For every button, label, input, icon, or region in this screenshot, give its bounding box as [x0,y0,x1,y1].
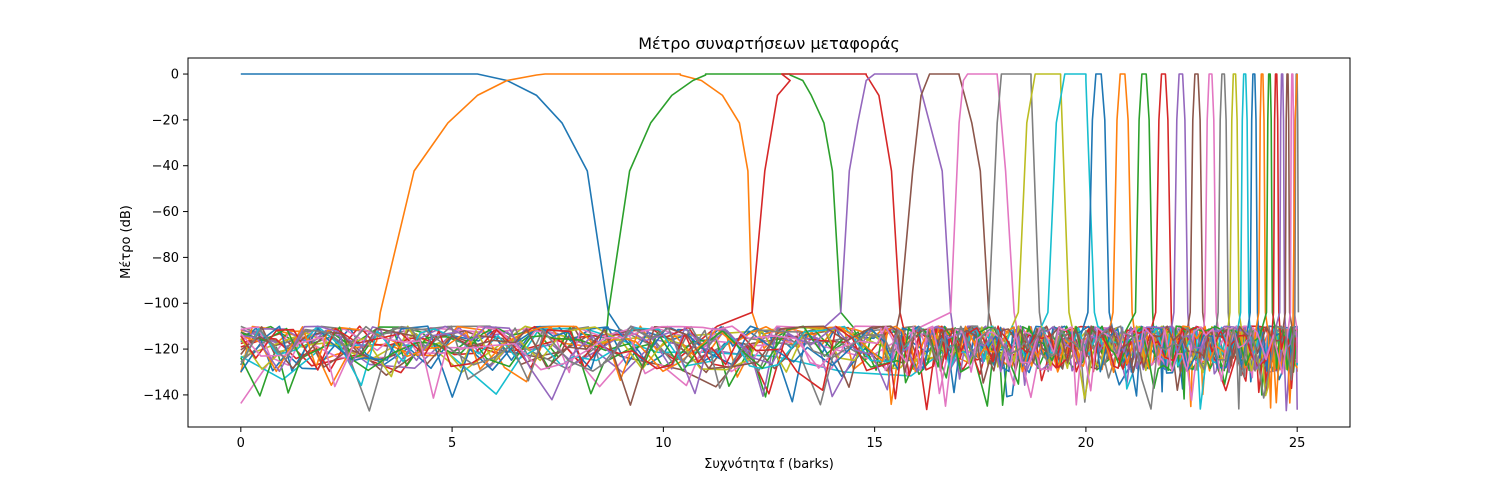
series-line [240,73,1298,408]
series-line [240,73,1298,400]
x-tick-label: 10 [655,436,672,451]
x-tick-label: 15 [866,436,883,451]
x-tick-label: 20 [1078,436,1095,451]
y-tick-label: −140 [143,388,179,403]
y-tick-label: −100 [143,297,179,312]
series-line [240,73,1300,410]
x-axis-label: Συχνότητα f (barks) [704,457,834,472]
series-line [1292,73,1298,327]
y-tick-label: −80 [152,251,179,266]
y-tick-label: −120 [143,343,179,358]
y-tick-label: 0 [171,68,179,83]
x-tick-label: 0 [237,436,245,451]
y-tick-label: −20 [152,113,179,128]
plot-frame [187,57,1351,428]
chart-title: Μέτρο συναρτήσεων μεταφοράς [638,34,900,53]
x-tick-label: 25 [1289,436,1306,451]
series-line [240,73,1298,406]
y-tick-label: −60 [152,205,179,220]
series-lines [240,73,1300,412]
y-tick-label: −40 [152,159,179,174]
axis-ticks: 0 5 10 15 20 25 0 −20 −40 −60 −80 −100 −120 −140 [143,68,1305,451]
x-tick-label: 5 [448,436,456,451]
y-axis-label: Μέτρο (dB) [119,205,134,279]
